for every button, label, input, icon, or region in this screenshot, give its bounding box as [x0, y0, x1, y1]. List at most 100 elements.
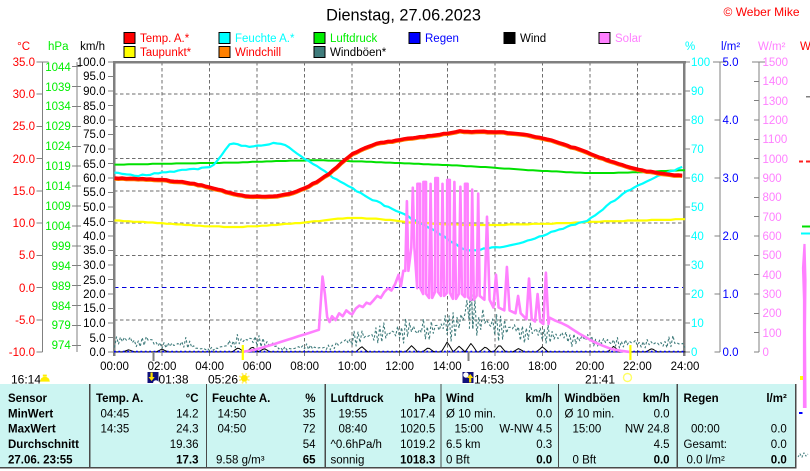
svg-text:60.0: 60.0	[83, 173, 105, 185]
svg-text:Dienstag, 27.06.2023: Dienstag, 27.06.2023	[326, 7, 481, 25]
svg-text:25.0: 25.0	[13, 121, 35, 133]
svg-text:MinWert: MinWert	[8, 409, 53, 421]
svg-text:Ø 10 min.: Ø 10 min.	[565, 409, 615, 421]
svg-text:1100: 1100	[763, 134, 788, 146]
svg-text:Windböen*: Windböen*	[330, 47, 387, 59]
svg-text:Regen: Regen	[684, 393, 719, 405]
svg-text:NW 24.8: NW 24.8	[625, 424, 670, 436]
svg-text:Windböen: Windböen	[565, 393, 620, 405]
svg-text:30.0: 30.0	[13, 89, 35, 101]
svg-text:Luftdruck: Luftdruck	[331, 393, 385, 405]
svg-text:%: %	[685, 41, 695, 53]
svg-text:15.0: 15.0	[83, 303, 105, 315]
svg-text:5.0: 5.0	[90, 333, 106, 345]
svg-text:30: 30	[691, 260, 704, 272]
svg-text:0.0: 0.0	[536, 409, 552, 421]
svg-text:90.0: 90.0	[83, 86, 105, 98]
svg-text:27.06. 23:55: 27.06. 23:55	[8, 455, 73, 467]
svg-text:10.0: 10.0	[13, 218, 35, 230]
svg-text:06:00: 06:00	[243, 361, 272, 373]
svg-text:15:00: 15:00	[455, 424, 484, 436]
svg-text:1500: 1500	[763, 57, 789, 69]
svg-text:1014: 1014	[45, 181, 71, 193]
svg-text:19.36: 19.36	[170, 439, 199, 451]
svg-text:9.58 g/m³: 9.58 g/m³	[216, 455, 265, 467]
svg-text:Ø 10 min.: Ø 10 min.	[446, 409, 496, 421]
svg-text:300: 300	[763, 289, 782, 301]
svg-text:0 Bft: 0 Bft	[573, 455, 597, 467]
svg-text:700: 700	[763, 212, 782, 224]
svg-text:4.0: 4.0	[723, 115, 739, 127]
svg-text:Feuchte A.: Feuchte A.	[212, 393, 270, 405]
svg-text:Solar: Solar	[615, 33, 642, 45]
svg-text:hPa: hPa	[48, 41, 69, 53]
svg-text:72: 72	[303, 424, 316, 436]
svg-text:35.0: 35.0	[13, 57, 35, 69]
svg-text:%: %	[305, 393, 315, 405]
svg-text:0.0: 0.0	[723, 347, 739, 359]
svg-text:50.0: 50.0	[83, 202, 105, 214]
svg-text:Sensor: Sensor	[8, 393, 48, 405]
svg-text:0.0: 0.0	[19, 283, 35, 295]
svg-text:6.5 km: 6.5 km	[446, 439, 481, 451]
svg-text:15.0: 15.0	[13, 186, 35, 198]
svg-text:04:45: 04:45	[101, 409, 130, 421]
svg-text:-5.0: -5.0	[15, 315, 35, 327]
svg-text:17.3: 17.3	[176, 455, 198, 467]
svg-text:994: 994	[52, 261, 72, 273]
svg-text:1044: 1044	[45, 62, 71, 74]
svg-text:Temp. A.*: Temp. A.*	[140, 33, 190, 45]
svg-text:Temp. A.: Temp. A.	[96, 393, 143, 405]
svg-text:30.0: 30.0	[83, 260, 105, 272]
svg-text:984: 984	[52, 301, 72, 313]
svg-text:20: 20	[691, 289, 704, 301]
svg-text:800: 800	[763, 192, 782, 204]
svg-text:10: 10	[691, 318, 704, 330]
svg-text:0.0: 0.0	[90, 347, 106, 359]
svg-text:1034: 1034	[45, 101, 71, 113]
svg-text:05:26: 05:26	[208, 373, 238, 387]
svg-text:85.0: 85.0	[83, 101, 105, 113]
svg-text:08:00: 08:00	[290, 361, 319, 373]
svg-text:70.0: 70.0	[83, 144, 105, 156]
svg-text:1017.4: 1017.4	[400, 409, 436, 421]
svg-text:16:00: 16:00	[480, 361, 509, 373]
svg-text:sonnig: sonnig	[331, 455, 365, 467]
svg-text:80.0: 80.0	[83, 115, 105, 127]
svg-text:999: 999	[52, 241, 71, 253]
svg-text:1024: 1024	[45, 141, 71, 153]
svg-text:20.0: 20.0	[83, 289, 105, 301]
svg-text:90: 90	[691, 86, 704, 98]
svg-text:°C: °C	[186, 393, 199, 405]
svg-text:22:00: 22:00	[623, 361, 652, 373]
svg-text:15:00: 15:00	[573, 424, 602, 436]
svg-text:© Weber Mike: © Weber Mike	[724, 5, 800, 19]
svg-text:0.0 l/m²: 0.0 l/m²	[687, 455, 726, 467]
svg-text:1000: 1000	[763, 154, 789, 166]
svg-text:400: 400	[763, 270, 782, 282]
svg-text:1.0: 1.0	[723, 289, 739, 301]
svg-text:08:40: 08:40	[339, 424, 368, 436]
svg-text:10:00: 10:00	[338, 361, 367, 373]
svg-text:14:53: 14:53	[474, 373, 504, 387]
svg-text:Wind: Wind	[446, 393, 474, 405]
svg-text:1019: 1019	[45, 161, 71, 173]
svg-text:5.0: 5.0	[19, 250, 35, 262]
svg-text:0.3: 0.3	[536, 439, 552, 451]
svg-text:21:41: 21:41	[585, 373, 615, 387]
svg-text:1400: 1400	[763, 76, 789, 88]
svg-text:95.0: 95.0	[83, 71, 105, 83]
svg-text:Taupunkt*: Taupunkt*	[140, 47, 192, 59]
svg-text:W/m²: W/m²	[758, 41, 786, 53]
svg-text:24.3: 24.3	[176, 424, 198, 436]
svg-text:0: 0	[691, 347, 697, 359]
svg-text:70: 70	[691, 144, 704, 156]
svg-text:80: 80	[691, 115, 704, 127]
svg-text:5.0: 5.0	[723, 57, 739, 69]
svg-text:1004: 1004	[45, 221, 71, 233]
svg-text:Feuchte A.*: Feuchte A.*	[235, 33, 295, 45]
svg-text:-10.0: -10.0	[9, 347, 35, 359]
svg-text:1020.5: 1020.5	[400, 424, 435, 436]
svg-text:l/m²: l/m²	[721, 41, 740, 53]
svg-text:75.0: 75.0	[83, 129, 105, 141]
